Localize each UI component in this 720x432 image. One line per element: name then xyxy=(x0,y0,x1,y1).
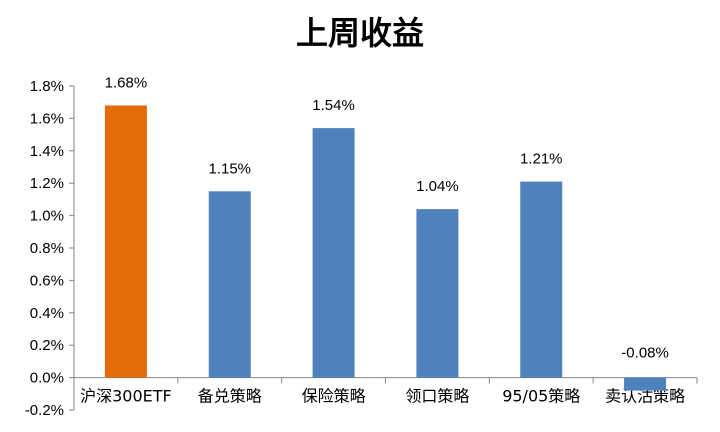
data-label: 1.68% xyxy=(105,74,148,91)
x-tick-label: 95/05策略 xyxy=(502,387,580,406)
y-tick-label: 0.0% xyxy=(30,370,64,387)
y-tick-label: 1.8% xyxy=(30,78,64,95)
y-axis: -0.2% 0.0% 0.2% 0.4% 0.6% 0.8% 1.0% 1.2% 1.4% 1.6… xyxy=(25,78,75,419)
bar xyxy=(416,209,459,378)
data-labels: 1.68% 1.15% 1.54% 1.04% 1.21% -0.08% xyxy=(105,74,669,361)
y-tick-label: 0.8% xyxy=(30,240,64,257)
bar xyxy=(520,181,563,378)
data-label: 1.15% xyxy=(208,160,251,177)
y-tick-label: 1.2% xyxy=(30,175,64,192)
y-tick-label: 1.6% xyxy=(30,110,64,127)
y-tick-label: 1.0% xyxy=(30,208,64,225)
x-axis: 沪深300ETF 备兑策略 保险策略 领口策略 95/05策略 卖认沽策略 xyxy=(73,377,698,406)
data-label: 1.54% xyxy=(312,97,355,114)
bar xyxy=(624,377,667,391)
bar xyxy=(208,191,251,378)
y-tick-label: 0.6% xyxy=(30,272,64,289)
y-tick-label: -0.2% xyxy=(25,402,64,419)
x-tick-label: 保险策略 xyxy=(302,387,366,406)
y-tick-label: 0.2% xyxy=(30,337,64,354)
data-label: 1.21% xyxy=(520,151,563,168)
x-tick-label: 沪深300ETF xyxy=(80,387,172,406)
y-tick-label: 0.4% xyxy=(30,305,64,322)
chart-title: 上周收益 xyxy=(295,14,424,52)
x-tick-label: 备兑策略 xyxy=(198,387,262,406)
bars xyxy=(104,105,667,391)
bar xyxy=(312,128,355,378)
bar xyxy=(104,105,147,378)
x-tick-label: 领口策略 xyxy=(405,387,469,406)
x-tick-label: 卖认沽策略 xyxy=(605,387,685,406)
data-label: -0.08% xyxy=(621,345,669,362)
y-tick-label: 1.4% xyxy=(30,143,64,160)
data-label: 1.04% xyxy=(416,178,459,195)
